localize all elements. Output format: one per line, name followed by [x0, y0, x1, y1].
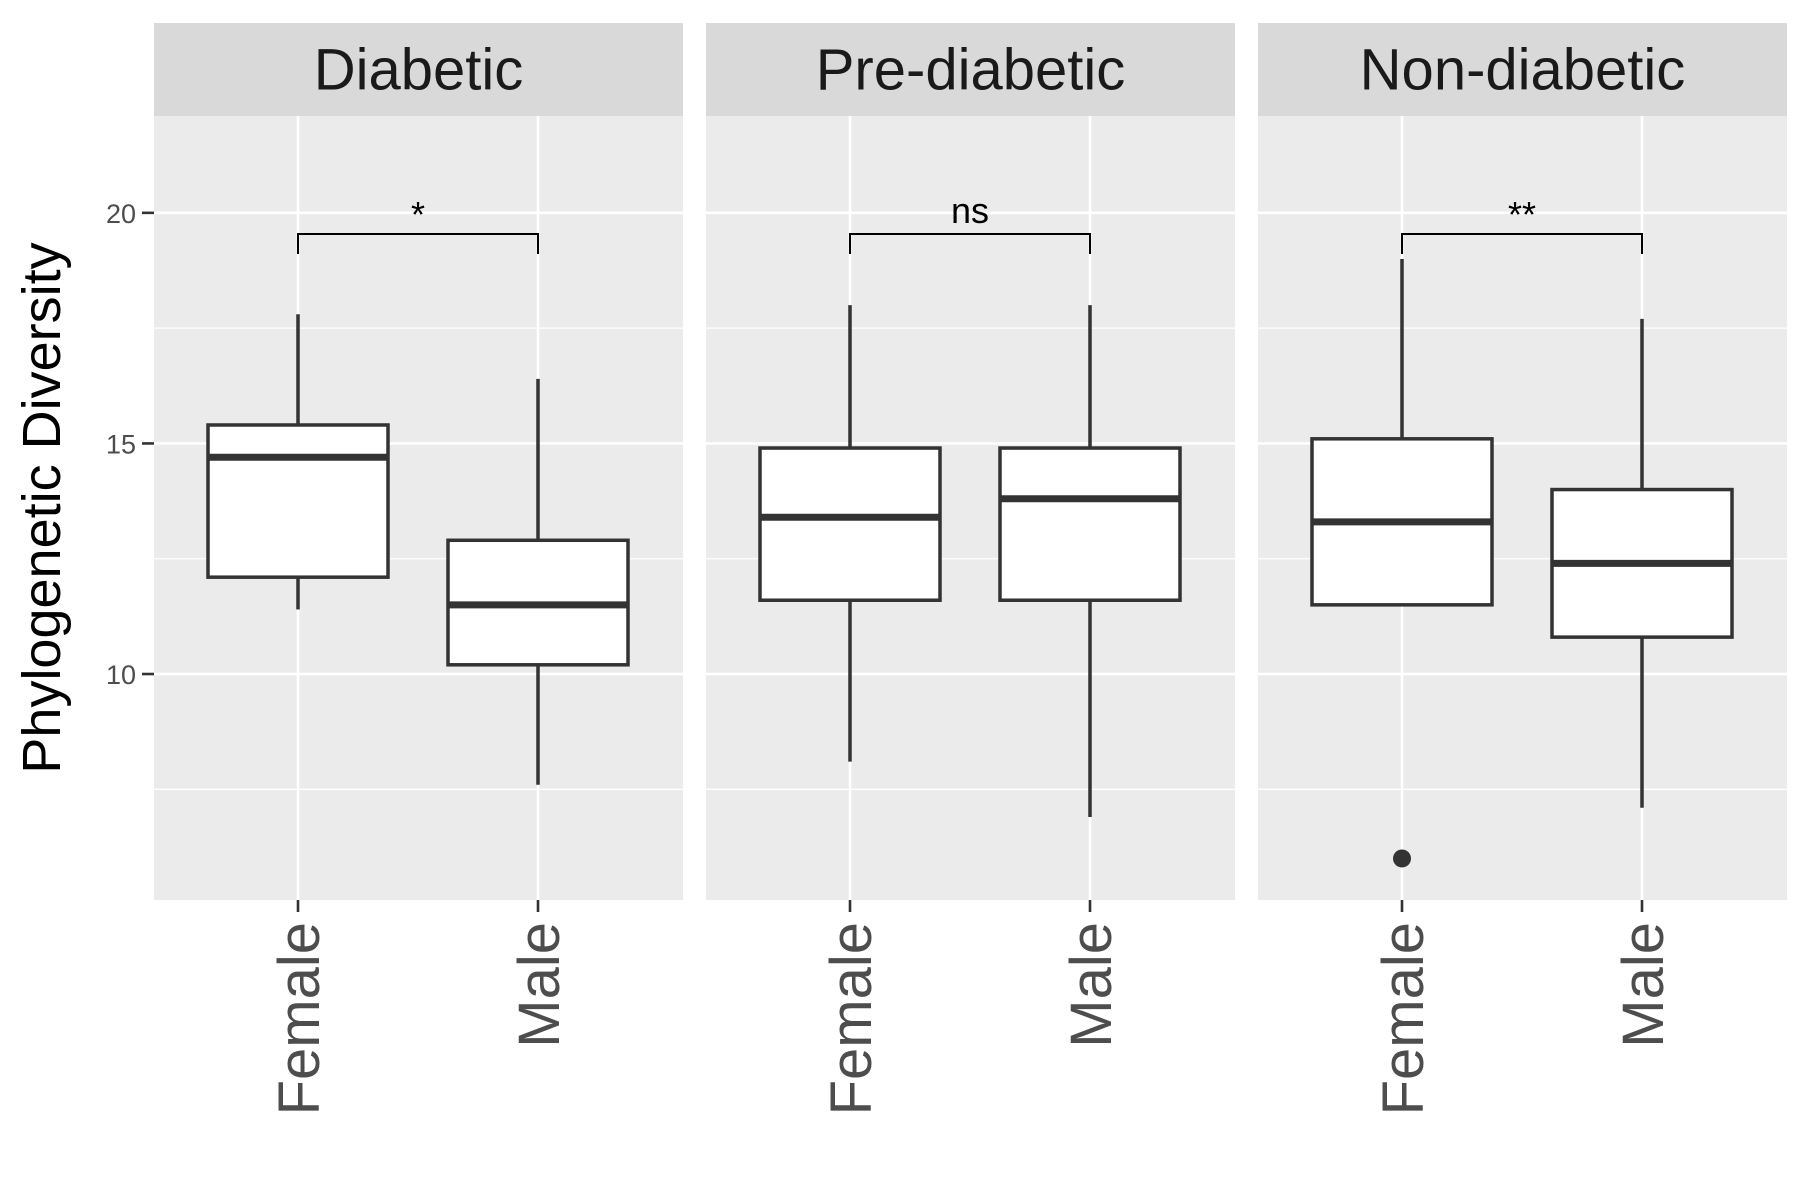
- y-tick-label: 15: [106, 429, 136, 459]
- significance-bracket: [849, 233, 1091, 254]
- panels-layer: Diabetic * Female Male Pre-diabetic ns Female M…: [106, 23, 1787, 1115]
- facet-strip: [154, 23, 683, 116]
- y-tick-label: 10: [106, 660, 136, 690]
- panel-non-diabetic: Non-diabetic ** Female Male: [1258, 23, 1787, 1115]
- boxplot-female: [1310, 258, 1494, 868]
- boxplot-female: [206, 314, 390, 610]
- boxplot-female: [758, 305, 942, 762]
- x-tick-label: Male: [1059, 922, 1124, 1048]
- panel-pre-diabetic: Pre-diabetic ns Female Male: [706, 23, 1235, 1115]
- facet-strip: [1258, 23, 1787, 116]
- significance-bracket: [297, 233, 539, 254]
- y-axis-label: Phylogenetic Diversity: [12, 242, 72, 773]
- x-tick-label: Female: [267, 922, 332, 1115]
- facet-strip-label: Pre-diabetic: [816, 38, 1125, 103]
- box-iqr: [206, 423, 390, 579]
- significance-label: ns: [951, 190, 989, 231]
- facet-strip-label: Non-diabetic: [1360, 38, 1686, 103]
- y-tick-label: 20: [106, 199, 136, 229]
- boxplot-male: [1550, 318, 1734, 808]
- outlier-point: [1393, 849, 1411, 868]
- x-tick-label: Male: [507, 922, 572, 1048]
- facet-strip-label: Diabetic: [314, 38, 524, 103]
- significance-label: **: [1508, 194, 1536, 235]
- x-tick-label: Male: [1611, 922, 1676, 1048]
- boxplot-male: [446, 378, 630, 785]
- boxplot-male: [998, 305, 1182, 817]
- facet-strip: [706, 23, 1235, 116]
- x-tick-label: Female: [1371, 922, 1436, 1115]
- x-tick-label: Female: [819, 922, 884, 1115]
- significance-label: *: [411, 194, 425, 235]
- significance-bracket: [1401, 233, 1643, 254]
- panel-diabetic: Diabetic * Female Male: [154, 23, 683, 1115]
- box-iqr: [998, 446, 1182, 602]
- box-iqr: [758, 446, 942, 602]
